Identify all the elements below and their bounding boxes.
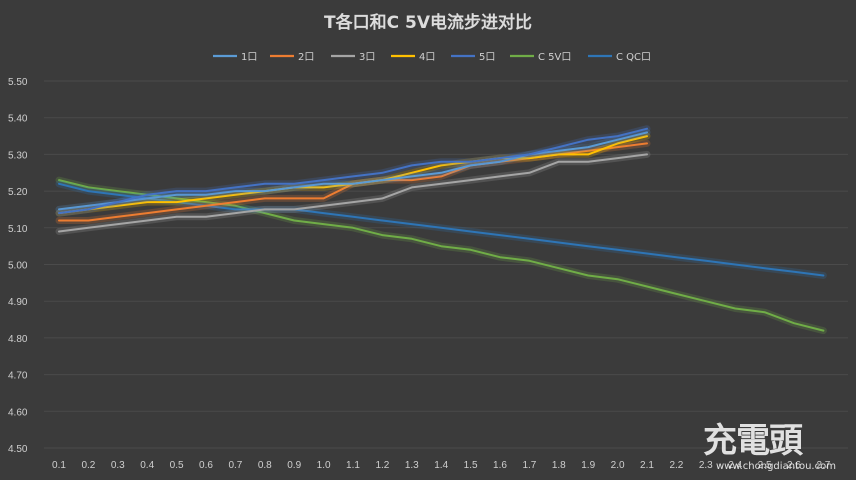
y-tick-label: 5.50 [8, 77, 28, 88]
x-tick-label: 1.4 [434, 460, 448, 471]
y-tick-label: 4.70 [8, 371, 28, 382]
y-tick-label: 4.80 [8, 334, 28, 345]
x-tick-label: 1.8 [552, 460, 566, 471]
x-tick-label: 2.3 [699, 460, 713, 471]
y-axis: 4.50 4.60 4.70 4.80 4.90 5.00 5.10 5.20 5.30 5.40… [8, 77, 28, 455]
x-tick-label: 2.4 [728, 460, 742, 471]
x-tick-label: 0.4 [140, 460, 154, 471]
x-axis: 0.1 0.2 0.3 0.4 0.5 0.6 0.7 0.8 0.9 1.0 1.1 1.2 1.3 1… [52, 460, 831, 471]
legend-label: C 5V口 [538, 52, 571, 63]
legend: 1口 2口 3口 4口 5口 C 5V口 C QC口 [213, 52, 651, 63]
x-tick-label: 0.8 [258, 460, 272, 471]
y-tick-label: 5.00 [8, 261, 28, 272]
y-tick-label: 5.10 [8, 224, 28, 235]
x-tick-label: 0.6 [199, 460, 213, 471]
x-tick-label: 0.9 [287, 460, 301, 471]
y-tick-label: 4.50 [8, 444, 28, 455]
y-tick-label: 5.20 [8, 187, 28, 198]
x-tick-label: 1.9 [581, 460, 595, 471]
x-tick-label: 1.0 [317, 460, 331, 471]
series-group [55, 125, 827, 335]
legend-label: 2口 [298, 52, 314, 63]
x-tick-label: 2.1 [640, 460, 654, 471]
series-line [58, 153, 648, 233]
x-tick-label: 1.1 [346, 460, 360, 471]
x-tick-label: 2.5 [758, 460, 772, 471]
watermark: 充電頭 www.chongdiantou.com [703, 421, 836, 472]
x-tick-label: 2.2 [669, 460, 683, 471]
series-line [58, 131, 648, 211]
chart-title: T各口和C 5V电流步进对比 [324, 12, 532, 33]
x-tick-label: 0.7 [228, 460, 242, 471]
watermark-logo: 充電頭 [703, 421, 804, 461]
series-line [58, 127, 648, 215]
watermark-url: www.chongdiantou.com [716, 461, 836, 472]
y-tick-label: 5.40 [8, 114, 28, 125]
y-tick-label: 5.30 [8, 150, 28, 161]
legend-label: C QC口 [616, 52, 651, 63]
x-tick-label: 0.1 [52, 460, 66, 471]
series-line [58, 182, 825, 277]
y-tick-label: 4.60 [8, 407, 28, 418]
legend-label: 4口 [419, 52, 435, 63]
x-tick-label: 2.7 [816, 460, 830, 471]
x-tick-label: 0.5 [170, 460, 184, 471]
x-tick-label: 1.5 [464, 460, 478, 471]
x-tick-label: 1.6 [493, 460, 507, 471]
legend-label: 1口 [241, 52, 257, 63]
legend-label: 3口 [359, 52, 375, 63]
x-tick-label: 0.3 [111, 460, 125, 471]
series-line [58, 179, 825, 332]
legend-label: 5口 [479, 52, 495, 63]
x-tick-label: 2.0 [611, 460, 625, 471]
x-tick-label: 1.3 [405, 460, 419, 471]
x-tick-label: 0.2 [81, 460, 95, 471]
x-tick-label: 2.6 [787, 460, 801, 471]
x-tick-label: 1.2 [375, 460, 389, 471]
x-tick-label: 1.7 [522, 460, 536, 471]
y-tick-label: 4.90 [8, 297, 28, 308]
